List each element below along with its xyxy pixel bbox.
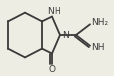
Text: N: N bbox=[47, 7, 54, 16]
Text: O: O bbox=[48, 65, 55, 74]
Text: NH: NH bbox=[90, 43, 104, 52]
Text: N: N bbox=[61, 31, 68, 40]
Text: NH₂: NH₂ bbox=[90, 18, 107, 27]
Text: H: H bbox=[54, 7, 59, 16]
